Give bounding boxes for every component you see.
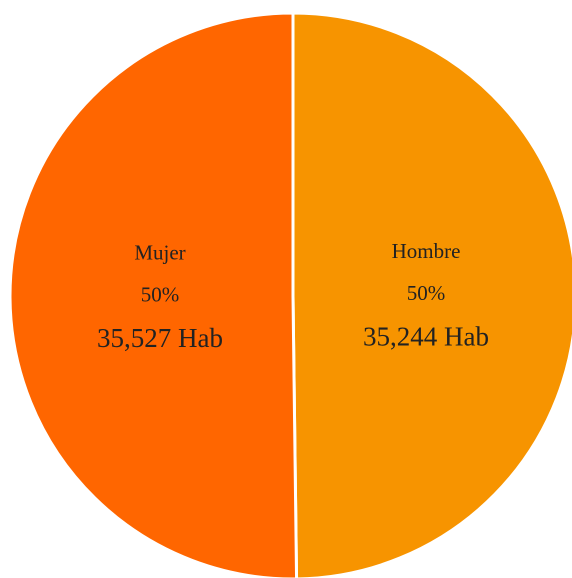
pie-slice bbox=[8, 11, 299, 578]
pie-slice bbox=[291, 11, 572, 578]
slice-percent: 50% bbox=[407, 281, 446, 305]
slice-value: 35,244 Hab bbox=[363, 321, 489, 351]
slice-name: Mujer bbox=[134, 241, 185, 265]
slice-percent: 50% bbox=[141, 283, 180, 307]
slice-value: 35,527 Hab bbox=[97, 323, 223, 353]
slice-name: Hombre bbox=[392, 239, 461, 263]
